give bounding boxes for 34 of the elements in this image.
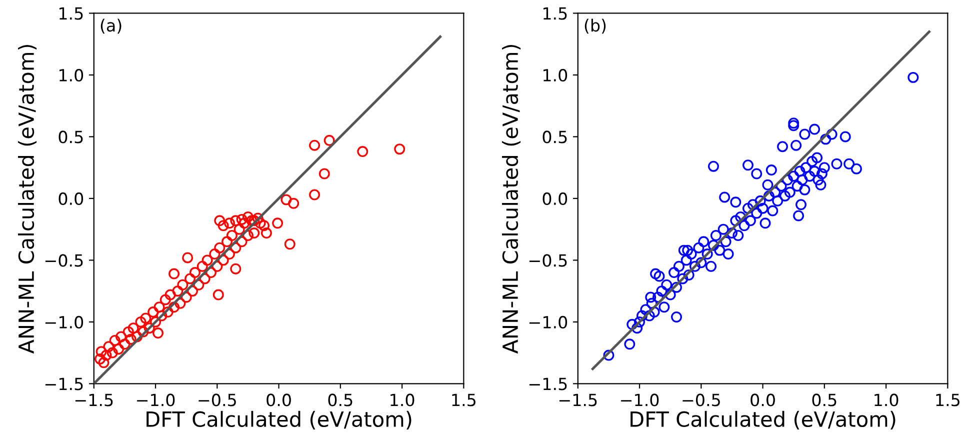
x-tick-label: 0.0 <box>750 394 775 406</box>
y-tick-label: −1.0 <box>529 316 568 328</box>
x-tick-label: 0.0 <box>266 394 291 406</box>
x-tick-label: 1.0 <box>874 394 898 406</box>
x-tick-label: −1.0 <box>621 394 659 406</box>
y-tick-label: 1.5 <box>544 7 567 20</box>
y-axis-title: ANN-ML Calculated (eV/atom) <box>502 44 521 354</box>
x-tick-label: 1.5 <box>936 394 960 406</box>
x-tick-label: −1.5 <box>75 394 113 406</box>
y-tick-label: 0.5 <box>542 130 567 144</box>
x-tick-label: 1.5 <box>452 394 476 406</box>
annotation: (b) <box>584 18 606 34</box>
x-tick-label: −0.5 <box>682 394 720 406</box>
y-tick-label: 1.5 <box>60 7 83 20</box>
y-tick-label: −1.0 <box>45 316 84 328</box>
x-tick-label: 1.0 <box>390 394 414 406</box>
y-tick-label: −0.5 <box>45 254 83 267</box>
x-tick-label: −1.5 <box>559 394 597 406</box>
y-tick-label: −1.5 <box>529 378 567 390</box>
x-tick-label: −1.0 <box>137 394 175 406</box>
y-tick-label: 1.0 <box>544 68 568 82</box>
y-tick-label: 1.0 <box>60 68 84 82</box>
y-tick-label: 0.0 <box>58 192 84 206</box>
annotation: (a) <box>100 18 122 34</box>
y-axis-title: ANN-ML Calculated (eV/atom) <box>18 44 37 354</box>
x-axis-title: DFT Calculated (eV/atom) <box>146 410 412 430</box>
y-tick-label: 0.5 <box>58 130 83 144</box>
x-tick-label: 0.5 <box>328 394 352 406</box>
x-tick-label: −0.5 <box>198 394 236 406</box>
y-tick-label: 0.0 <box>542 192 568 206</box>
x-tick-label: 0.5 <box>812 394 836 406</box>
y-tick-label: −0.5 <box>529 254 567 267</box>
y-tick-label: −1.5 <box>45 378 83 390</box>
x-axis-title: DFT Calculated (eV/atom) <box>630 410 896 430</box>
